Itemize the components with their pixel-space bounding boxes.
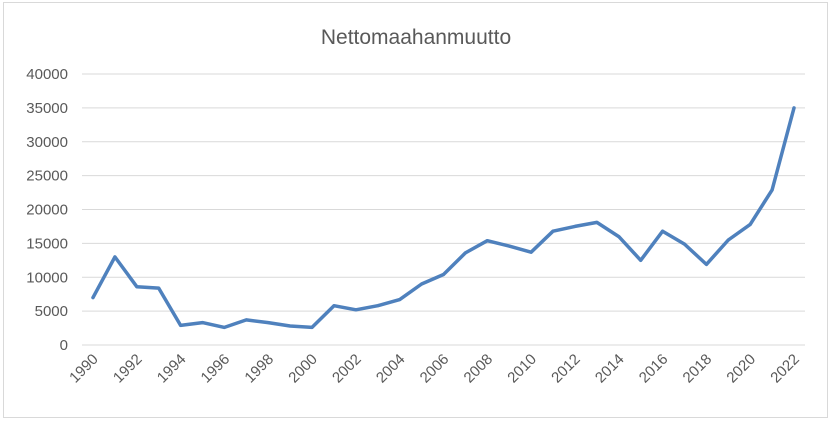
- data-point-2012: [573, 224, 577, 228]
- data-point-1996: [222, 325, 226, 329]
- x-tick-label: 2008: [461, 351, 497, 387]
- x-tick-label: 1996: [198, 351, 234, 387]
- data-point-2007: [463, 251, 467, 255]
- series-layer: [91, 106, 796, 330]
- data-point-2010: [529, 250, 533, 254]
- x-tick-label: 2014: [592, 351, 628, 387]
- y-tick-label: 40000: [26, 66, 68, 83]
- data-point-1991: [113, 255, 117, 259]
- data-point-2022: [792, 106, 796, 110]
- x-tick-label: 1998: [241, 351, 277, 387]
- x-tick-label: 2016: [636, 351, 672, 387]
- data-point-2018: [704, 262, 708, 266]
- data-point-2019: [726, 238, 730, 242]
- y-tick-label: 10000: [26, 269, 68, 286]
- y-axis-ticks: 0 5000 10000 15000 20000 25000 30000 35000 40000: [26, 66, 68, 354]
- data-point-2009: [507, 244, 511, 248]
- y-tick-label: 35000: [26, 100, 68, 117]
- y-tick-label: 0: [60, 337, 68, 354]
- data-point-1997: [244, 318, 248, 322]
- x-tick-label: 2006: [417, 351, 453, 387]
- data-point-2008: [485, 239, 489, 243]
- y-tick-label: 25000: [26, 168, 68, 185]
- y-tick-label: 30000: [26, 134, 68, 151]
- data-point-1992: [135, 285, 139, 289]
- data-point-2004: [398, 298, 402, 302]
- data-point-2017: [683, 242, 686, 246]
- data-point-2011: [551, 229, 555, 233]
- x-tick-label: 2020: [723, 351, 759, 387]
- x-tick-label: 2018: [680, 351, 716, 387]
- data-point-2020: [748, 222, 752, 226]
- x-axis-ticks: 1990 1992 1994 1996 1998 2000 2002 2004 2006 2008…: [66, 351, 803, 387]
- data-point-1994: [179, 323, 183, 327]
- y-tick-label: 20000: [26, 202, 68, 219]
- y-tick-label: 15000: [26, 235, 68, 252]
- x-tick-label: 2012: [548, 351, 584, 387]
- data-point-2014: [617, 235, 621, 239]
- x-tick-label: 1994: [154, 351, 190, 387]
- data-point-2001: [332, 304, 336, 308]
- data-point-2000: [310, 325, 314, 329]
- x-tick-label: 2002: [329, 351, 365, 387]
- data-point-2002: [354, 308, 358, 312]
- data-point-2015: [639, 258, 643, 262]
- data-point-1998: [266, 321, 270, 325]
- data-point-2021: [770, 188, 774, 192]
- data-point-2013: [595, 220, 599, 224]
- x-tick-label: 2010: [504, 351, 540, 387]
- chart-title: Nettomaahanmuutto: [321, 26, 511, 49]
- gridlines: [82, 73, 805, 346]
- x-tick-label: 2004: [373, 351, 409, 387]
- x-tick-label: 1992: [110, 351, 146, 387]
- series-line: [91, 106, 796, 330]
- data-point-1990: [91, 296, 95, 300]
- x-tick-label: 1990: [66, 351, 102, 387]
- data-point-1993: [157, 286, 161, 290]
- x-tick-label: 2000: [285, 351, 321, 387]
- data-point-1995: [201, 321, 204, 325]
- data-point-2003: [376, 304, 380, 308]
- data-point-2005: [420, 282, 424, 286]
- x-tick-label: 2022: [767, 351, 803, 387]
- data-point-2006: [442, 273, 445, 277]
- data-point-1999: [288, 324, 292, 328]
- y-tick-label: 5000: [35, 303, 68, 320]
- data-point-2016: [661, 229, 665, 233]
